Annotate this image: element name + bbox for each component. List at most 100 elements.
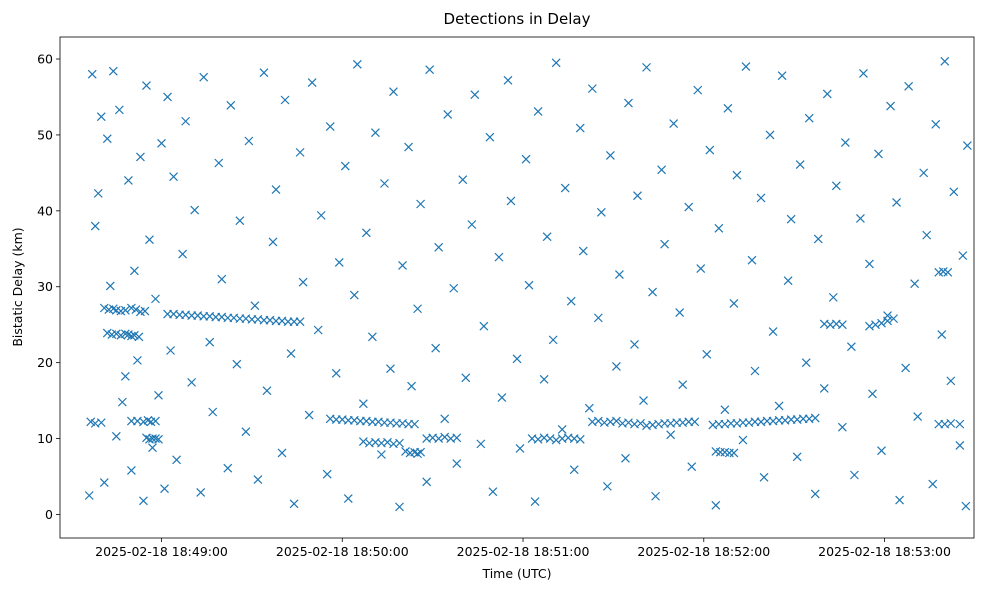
data-point-marker [377, 450, 386, 459]
data-point-marker [166, 346, 175, 355]
data-point-marker [961, 501, 971, 511]
data-point-marker [160, 484, 169, 494]
data-point-marker [524, 280, 534, 290]
data-point-marker [289, 499, 299, 509]
data-point-marker [889, 314, 898, 324]
data-point-marker [786, 214, 796, 224]
data-point-marker [575, 434, 585, 444]
data-point-marker [470, 90, 480, 100]
data-point-marker [943, 267, 953, 277]
data-point-marker [548, 335, 558, 345]
y-tick-label: 40 [37, 203, 53, 218]
data-point-marker [367, 332, 377, 342]
data-point-marker [187, 377, 197, 387]
markers-layer [84, 56, 972, 512]
data-point-marker [874, 149, 883, 159]
data-point-marker [539, 374, 549, 384]
data-point-marker [440, 414, 450, 424]
series-group [102, 328, 144, 342]
data-point-marker [611, 416, 621, 426]
data-point-marker [859, 69, 868, 78]
data-point-marker [90, 221, 100, 231]
data-point-marker [108, 66, 118, 76]
data-point-marker [407, 381, 416, 391]
data-point-marker [416, 447, 426, 457]
data-point-marker [605, 150, 615, 160]
y-tick-label: 0 [45, 507, 53, 522]
data-point-marker [777, 71, 787, 81]
data-point-marker [750, 366, 760, 376]
data-point-marker [530, 497, 540, 506]
data-point-marker [398, 261, 407, 270]
data-point-marker [801, 358, 811, 368]
data-point-marker [431, 343, 441, 353]
data-point-marker [560, 183, 570, 193]
data-point-marker [145, 235, 154, 245]
series-group [99, 303, 150, 317]
data-point-marker [937, 330, 947, 339]
data-point-marker [578, 246, 588, 256]
data-point-marker [901, 363, 911, 373]
data-point-marker [506, 196, 516, 206]
data-point-marker [919, 168, 929, 178]
data-point-marker [277, 448, 287, 458]
y-axis-label: Bistatic Delay (km) [10, 227, 25, 346]
y-tick-label: 50 [37, 127, 53, 142]
data-point-marker [928, 479, 938, 489]
data-point-marker [232, 359, 242, 369]
data-point-marker [512, 354, 522, 364]
data-point-marker [813, 234, 823, 244]
data-point-marker [566, 296, 576, 306]
data-point-marker [602, 481, 612, 491]
data-point-marker [253, 475, 263, 484]
data-point-marker [361, 228, 371, 238]
data-point-marker [624, 98, 633, 108]
data-point-marker [877, 318, 886, 328]
data-point-marker [123, 176, 133, 185]
data-point-marker [386, 364, 395, 374]
data-point-marker [84, 491, 94, 500]
data-point-marker [142, 81, 151, 91]
data-point-marker [172, 455, 182, 465]
data-point-marker [244, 136, 254, 146]
series-group [422, 432, 462, 443]
data-point-marker [154, 390, 163, 400]
data-point-marker [949, 187, 959, 197]
data-point-marker [117, 397, 127, 407]
data-point-marker [856, 213, 865, 223]
data-point-marker [955, 419, 965, 429]
data-point-marker [515, 444, 525, 453]
y-axis: 0 10 20 30 40 50 60 [37, 52, 60, 522]
plot-area [59, 36, 975, 539]
data-point-marker [461, 373, 471, 383]
data-point-marker [485, 132, 495, 142]
data-point-marker [593, 313, 603, 323]
data-point-marker [120, 305, 130, 315]
data-point-marker [660, 239, 670, 249]
data-point-marker [678, 380, 688, 390]
data-point-marker [93, 188, 103, 198]
data-point-marker [503, 75, 513, 85]
data-point-marker [810, 489, 820, 499]
data-point-marker [334, 258, 344, 267]
data-point-marker [322, 469, 332, 479]
series-group [711, 447, 739, 458]
data-point-marker [557, 425, 567, 434]
data-point-marker [946, 376, 956, 386]
data-point-marker [413, 304, 423, 314]
data-point-marker [955, 440, 965, 450]
series-group [358, 437, 404, 449]
data-point-marker [542, 232, 552, 242]
data-point-marker [497, 393, 507, 402]
data-point-marker [732, 170, 742, 180]
data-point-marker [636, 418, 645, 428]
data-point-marker [151, 416, 160, 426]
data-point-marker [840, 138, 850, 147]
chart-title: Detections in Delay [444, 10, 591, 28]
data-point-marker [946, 418, 956, 428]
data-point-marker [181, 116, 191, 126]
data-point-marker [831, 181, 841, 191]
data-point-marker [962, 141, 972, 150]
y-tick-label: 10 [37, 431, 53, 446]
